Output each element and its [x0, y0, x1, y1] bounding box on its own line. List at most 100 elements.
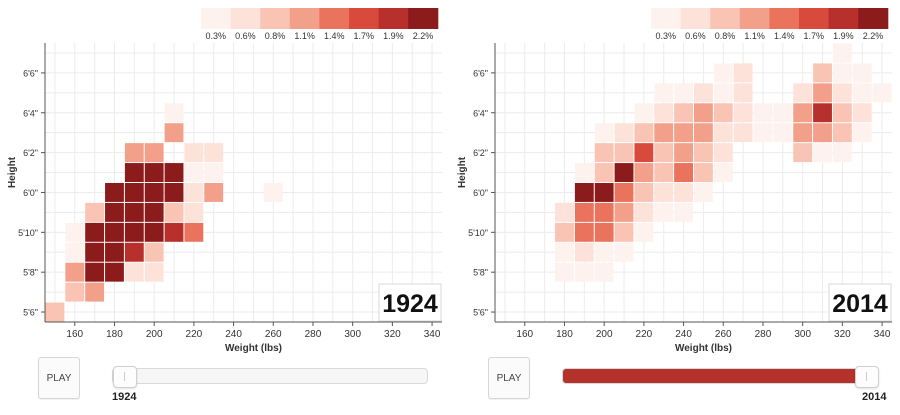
heatmap-cell — [713, 143, 733, 163]
heatmap-cell — [694, 183, 713, 202]
legend-label: 0.3% — [206, 31, 227, 41]
heatmap-cell — [574, 202, 594, 222]
legend-label: 1.7% — [804, 31, 825, 41]
heatmap-cell — [164, 163, 184, 182]
heatmap-cell — [733, 123, 753, 143]
grid — [495, 43, 892, 322]
color-legend: 0.3% 0.6% 0.8% 1.1% 1.4% 1.7% 1.9% 2.2% — [201, 8, 439, 41]
heatmap-cell — [614, 183, 634, 202]
year-slider-handle[interactable] — [113, 366, 137, 388]
legend-swatch — [289, 8, 320, 29]
year-label: 2014 — [832, 290, 888, 318]
x-tick-label: 180 — [106, 329, 123, 340]
heatmap-cell — [713, 123, 733, 143]
heatmap-cell — [852, 83, 872, 103]
heatmap-cell — [184, 222, 204, 242]
legend-swatch — [799, 8, 830, 29]
heatmap-cell — [65, 262, 85, 282]
heatmap-cell — [85, 202, 105, 222]
heatmap-cell — [105, 222, 124, 242]
heatmap-cell — [674, 103, 693, 123]
legend-swatch — [680, 8, 711, 29]
year-label-bg — [378, 283, 442, 322]
heatmap-cell — [793, 123, 813, 143]
heatmap-chart-2014: 0.3% 0.6% 0.8% 1.1% 1.4% 1.7% 1.9% 2.2% 160 180 20… — [457, 8, 892, 354]
axes: 160 180 200 220 240 260 280 300 320 340 5'6" 5'8" 5'… — [7, 43, 442, 354]
legend-label: 1.4% — [774, 31, 795, 41]
y-tick-label: 5'10" — [18, 228, 38, 238]
y-axis-label: Height — [7, 156, 18, 188]
heatmap-cell — [144, 262, 164, 282]
heatmap-cell — [65, 282, 85, 302]
heatmap-cell — [164, 202, 184, 222]
heatmap-cell — [694, 143, 713, 163]
heatmap-cell — [594, 222, 614, 242]
legend-swatch — [710, 8, 741, 29]
heatmap-cell — [694, 83, 713, 103]
heatmap-cell — [694, 103, 713, 123]
heatmap-cell — [85, 222, 105, 242]
legend-label: 0.3% — [656, 31, 677, 41]
heatmap-cell — [614, 202, 634, 222]
heatmap-cell — [852, 103, 872, 123]
heatmap-cell — [654, 202, 674, 222]
heatmap-cell — [654, 143, 674, 163]
heatmap-cell — [753, 103, 773, 123]
legend-swatch — [769, 8, 800, 29]
year-label-bg — [828, 283, 892, 322]
heatmap-cell — [164, 123, 184, 143]
year-slider-track[interactable] — [112, 366, 428, 388]
x-tick-label: 320 — [834, 329, 851, 340]
heatmap-cell — [634, 123, 654, 143]
heatmap-cell — [713, 163, 733, 182]
legend-label: 1.4% — [324, 31, 345, 41]
heatmap-cell — [105, 262, 124, 282]
heatmap-cell — [85, 262, 105, 282]
heatmap-cell — [164, 103, 184, 123]
heatmap-cell — [832, 103, 852, 123]
y-tick-label: 5'8" — [23, 268, 38, 278]
heatmap-cell — [694, 123, 713, 143]
heatmap-cell — [793, 143, 813, 163]
y-tick-label: 5'10" — [468, 228, 488, 238]
year-slider-handle[interactable] — [855, 366, 879, 388]
heatmap-cell — [813, 143, 832, 163]
heatmap-cell — [813, 83, 832, 103]
play-button[interactable]: PLAY — [38, 357, 80, 399]
heatmap-cell — [773, 123, 793, 143]
y-tick-label: 6'0" — [23, 188, 38, 198]
legend-label: 0.6% — [685, 31, 706, 41]
heatmap-cell — [184, 183, 204, 202]
heatmap-cell — [654, 103, 674, 123]
year-slider-track[interactable] — [562, 366, 879, 388]
heatmap-cell — [574, 183, 594, 202]
heatmap-cell — [614, 163, 634, 182]
panel-2014: 0.3% 0.6% 0.8% 1.1% 1.4% 1.7% 1.9% 2.2% 160 180 20… — [450, 0, 900, 415]
heatmap-cell — [773, 103, 793, 123]
legend-swatch — [651, 8, 682, 29]
heatmap-cell — [813, 63, 832, 83]
heatmap-cell — [124, 202, 144, 222]
heatmap-cell — [555, 242, 574, 262]
heatmap-cell — [184, 202, 204, 222]
heatmap-cell — [594, 123, 614, 143]
x-tick-label: 180 — [556, 329, 573, 340]
heatmap-cell — [555, 262, 574, 282]
x-tick-label: 220 — [186, 329, 203, 340]
heatmap-cell — [204, 183, 224, 202]
heatmap-chart-1924: 0.3% 0.6% 0.8% 1.1% 1.4% 1.7% 1.9% 2.2% 160 180 20… — [7, 8, 442, 354]
x-tick-label: 340 — [874, 329, 891, 340]
heatmap-cell — [674, 83, 693, 103]
heatmap-cell — [753, 123, 773, 143]
heatmap-cell — [45, 302, 65, 322]
x-tick-label: 160 — [66, 329, 83, 340]
heatmap-cell — [832, 143, 852, 163]
x-tick-label: 260 — [265, 329, 282, 340]
heatmap-cell — [793, 103, 813, 123]
x-tick-label: 320 — [384, 329, 401, 340]
x-tick-label: 200 — [146, 329, 163, 340]
heatmap-cell — [204, 163, 224, 182]
legend-label: 1.7% — [354, 31, 375, 41]
heatmap-cell — [594, 183, 614, 202]
play-button[interactable]: PLAY — [488, 357, 530, 399]
